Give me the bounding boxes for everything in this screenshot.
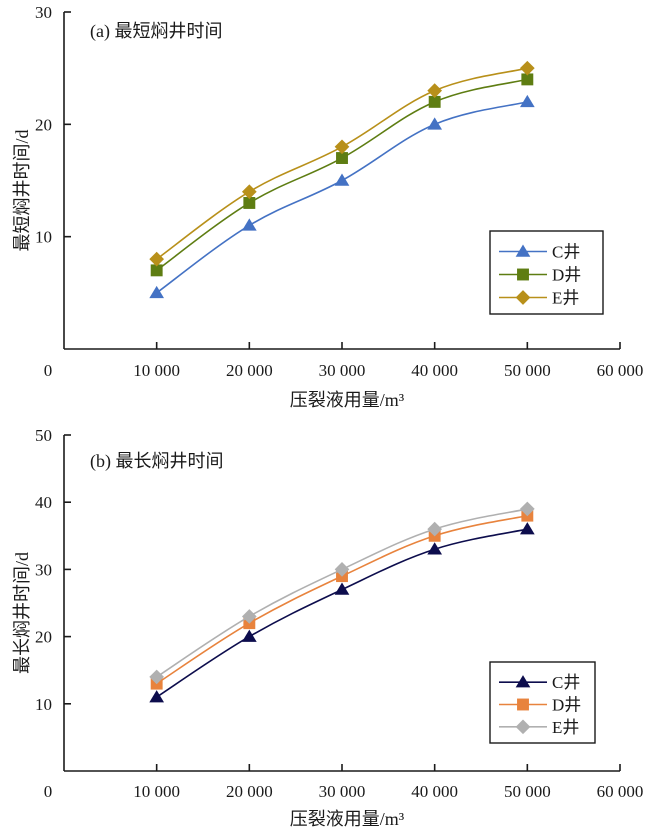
data-point [521, 73, 534, 86]
series-E井 [149, 501, 535, 685]
x-tick-label: 40 000 [411, 782, 458, 801]
y-tick-label: 30 [35, 3, 52, 22]
legend-box [489, 661, 596, 744]
series-C井 [149, 94, 535, 299]
chart-a: 10 20 30 0 10 000 20 000 30 000 40 000 50 000 60 … [12, 3, 643, 410]
legend-label: E井 [552, 289, 579, 308]
data-point [427, 83, 443, 98]
legend: C井 D井 E井 [489, 661, 596, 744]
series-line [156, 528, 528, 698]
y-tick-label: 30 [35, 560, 52, 579]
legend-item: C井 [499, 673, 580, 692]
data-point [427, 542, 443, 555]
data-point [150, 264, 163, 277]
x-tick-label: 60 000 [597, 361, 644, 380]
y-tick-label: 50 [35, 426, 52, 445]
chart-b: 10 20 30 40 50 0 10 000 20 000 30 000 40 000 50 00… [12, 426, 643, 829]
legend-marker-icon [515, 244, 531, 257]
x-tick-label: 50 000 [504, 361, 551, 380]
data-point [428, 95, 441, 108]
legend-marker-icon [515, 290, 531, 305]
data-point [519, 94, 535, 108]
series-line [156, 101, 528, 294]
y-axis-title: 最长焖井时间/d [12, 552, 32, 674]
y-tick-label: 20 [35, 115, 52, 134]
y-tick-label: 20 [35, 628, 52, 647]
x-tick-label: 0 [44, 782, 53, 801]
legend-marker-icon [515, 719, 531, 735]
data-point [519, 501, 535, 517]
x-axis-title: 压裂液用量/m³ [290, 390, 405, 410]
legend-label: E井 [552, 718, 579, 737]
legend-item: C井 [499, 243, 580, 262]
data-point [149, 251, 165, 267]
x-tick-label: 40 000 [411, 361, 458, 380]
data-point [149, 690, 165, 703]
legend-marker-icon [517, 268, 529, 281]
legend-label: D井 [552, 696, 581, 715]
x-tick-label: 20 000 [226, 782, 273, 801]
series-E井 [149, 60, 535, 267]
data-point [519, 60, 535, 76]
x-tick-label: 30 000 [319, 782, 366, 801]
x-tick-label: 30 000 [319, 361, 366, 380]
panel-title: (b) 最长焖井时间 [90, 451, 224, 472]
legend-item: D井 [499, 266, 581, 285]
panel-title: (a) 最短焖井时间 [90, 21, 222, 42]
data-point [334, 173, 350, 186]
data-point [241, 184, 257, 200]
legend-item: D井 [499, 696, 581, 715]
series-D井 [150, 73, 534, 277]
data-point [334, 582, 350, 595]
x-tick-label: 50 000 [504, 782, 551, 801]
data-point [519, 522, 535, 535]
y-tick-label: 10 [35, 695, 52, 714]
legend-marker-icon [515, 675, 531, 688]
data-point [334, 562, 350, 577]
data-point [243, 197, 256, 209]
x-tick-label: 10 000 [133, 782, 180, 801]
legend-item: E井 [499, 718, 579, 737]
legend-box [489, 230, 604, 315]
legend: C井 D井 E井 [489, 230, 604, 315]
x-tick-label: 10 000 [133, 361, 180, 380]
data-point [149, 669, 165, 685]
y-tick-label: 10 [35, 228, 52, 247]
legend-label: C井 [552, 673, 580, 692]
legend-marker-icon [517, 698, 529, 711]
x-tick-label: 60 000 [597, 782, 644, 801]
series-line [156, 514, 528, 685]
data-point [336, 152, 348, 164]
data-point [427, 117, 443, 130]
legend-label: C井 [552, 243, 580, 262]
data-point [334, 139, 350, 155]
legend-label: D井 [552, 266, 581, 285]
data-point [149, 285, 165, 299]
x-tick-label: 20 000 [226, 361, 273, 380]
data-point [427, 521, 443, 537]
x-tick-label: 0 [44, 361, 53, 380]
data-point [241, 629, 257, 642]
data-point [241, 609, 257, 624]
legend-item: E井 [499, 289, 579, 308]
series-C井 [149, 522, 535, 703]
data-point [241, 218, 257, 231]
x-axis-title: 压裂液用量/m³ [290, 809, 405, 829]
y-tick-label: 40 [35, 493, 52, 512]
y-axis-title: 最短焖井时间/d [12, 129, 32, 251]
